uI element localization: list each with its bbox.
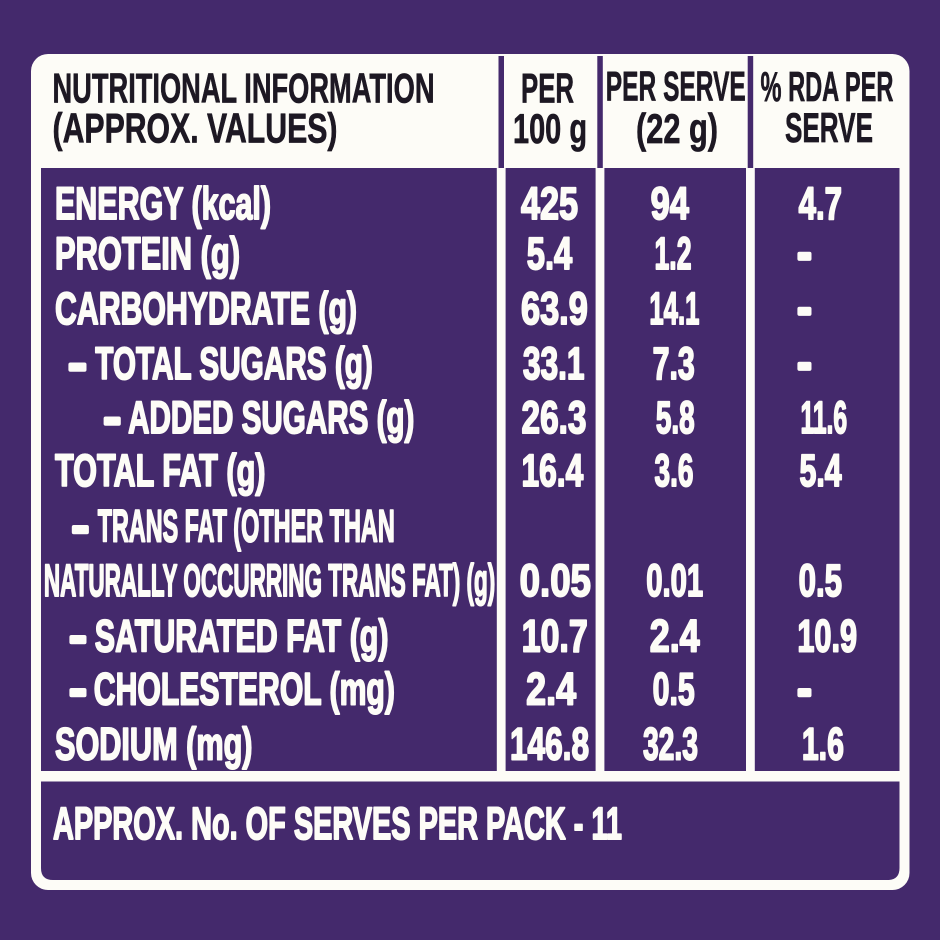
svg-text:PER SERVE: PER SERVE [606, 63, 746, 110]
svg-text:0.5: 0.5 [799, 555, 842, 606]
svg-text:ENERGY (kcal): ENERGY (kcal) [55, 178, 271, 229]
svg-text:2.4: 2.4 [650, 611, 700, 662]
svg-text:4.7: 4.7 [799, 178, 842, 229]
svg-text:CARBOHYDRATE (g): CARBOHYDRATE (g) [55, 283, 357, 334]
svg-text:10.9: 10.9 [797, 611, 857, 662]
svg-text:TOTAL SUGARS (g): TOTAL SUGARS (g) [95, 338, 373, 389]
svg-text:94: 94 [651, 178, 689, 229]
svg-text:146.8: 146.8 [510, 719, 589, 770]
svg-text:100 g: 100 g [513, 105, 587, 152]
svg-text:TOTAL FAT (g): TOTAL FAT (g) [55, 445, 266, 496]
svg-text:(22 g): (22 g) [636, 105, 718, 152]
svg-text:425: 425 [521, 178, 578, 229]
svg-text:16.4: 16.4 [522, 445, 584, 496]
svg-text:14.1: 14.1 [649, 283, 699, 334]
svg-text:0.01: 0.01 [646, 555, 703, 606]
svg-text:TRANS FAT: TRANS FAT [98, 501, 227, 552]
svg-text:10.7: 10.7 [522, 611, 588, 662]
svg-text:SODIUM (mg): SODIUM (mg) [55, 719, 253, 770]
svg-text:3.6: 3.6 [655, 445, 694, 496]
svg-text:32.3: 32.3 [643, 719, 698, 770]
svg-text:PER: PER [521, 65, 574, 112]
svg-text:SERVE: SERVE [785, 104, 873, 151]
svg-text:63.9: 63.9 [521, 283, 588, 334]
svg-text:(APPROX. VALUES): (APPROX. VALUES) [53, 105, 338, 152]
svg-text:5.8: 5.8 [656, 392, 695, 443]
svg-text:1.2: 1.2 [655, 228, 692, 279]
svg-text:% RDA PER: % RDA PER [761, 63, 894, 110]
svg-text:NATURALLY OCCURRING TRANS FAT): NATURALLY OCCURRING TRANS FAT) (g) [44, 555, 495, 606]
svg-text:CHOLESTEROL (mg): CHOLESTEROL (mg) [94, 664, 395, 715]
svg-text:SATURATED FAT (g): SATURATED FAT (g) [95, 611, 389, 662]
svg-text:7.3: 7.3 [653, 338, 695, 389]
svg-text:2.4: 2.4 [526, 664, 576, 715]
svg-text:5.4: 5.4 [527, 228, 572, 279]
svg-text:0.05: 0.05 [520, 555, 591, 606]
svg-text:11.6: 11.6 [800, 392, 847, 443]
svg-text:33.1: 33.1 [523, 338, 585, 389]
svg-text:26.3: 26.3 [522, 392, 587, 443]
svg-text:1.6: 1.6 [802, 719, 844, 770]
svg-text:APPROX. No. OF SERVES PER PACK: APPROX. No. OF SERVES PER PACK - 11 [53, 798, 622, 849]
svg-text:5.4: 5.4 [800, 445, 842, 496]
svg-text:NUTRITIONAL INFORMATION: NUTRITIONAL INFORMATION [53, 64, 435, 111]
svg-text:ADDED SUGARS (g): ADDED SUGARS (g) [128, 392, 414, 443]
svg-text:0.5: 0.5 [653, 664, 695, 715]
svg-text:(OTHER THAN: (OTHER THAN [233, 501, 395, 552]
svg-text:PROTEIN (g): PROTEIN (g) [55, 228, 240, 279]
